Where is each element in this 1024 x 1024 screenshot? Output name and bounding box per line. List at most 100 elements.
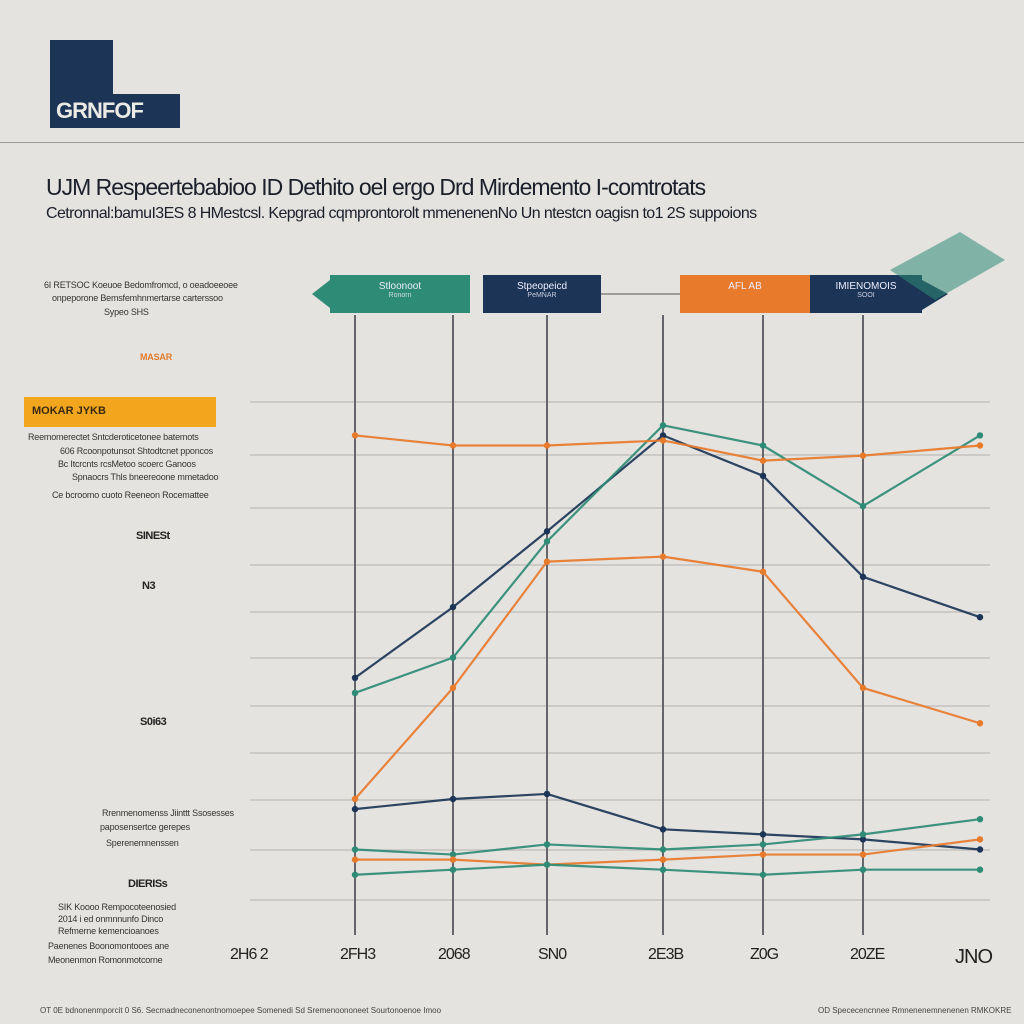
note-13: 2014 i ed onmnnunfo Dinco [58,914,164,924]
series-line-5 [354,818,981,856]
series-6-point-3 [659,856,667,863]
series-3-point-4 [759,568,767,575]
series-4-point-3 [659,826,667,833]
flag-3-line1: AFL AB [728,281,762,292]
series-3-point-1 [449,684,457,692]
flag-3: AFL AB [680,275,810,313]
chart-subtitle: Cetronnal:bamuI3ES 8 HMestcsl. Kepgrad c… [46,205,757,222]
footer-left: OT 0E bdnonenmporcit 0 S6. Secmadneconen… [40,1006,442,1015]
brand-logo: GRNFOF [50,40,180,128]
title-part-2: oel ergo Drd Mirdemento I-comtrotats [358,174,706,200]
series-6-point-4 [759,851,767,858]
flag-2: Stpeopeicd PeMNAR [483,275,601,313]
series-line-6 [355,838,981,866]
series-6-point-1 [449,856,457,863]
series-line-3 [354,555,981,800]
series-5-point-2 [543,841,551,848]
series-0-point-0 [351,674,359,681]
series-3-point-6 [976,720,984,727]
series-7-point-5 [859,866,867,873]
series-1-point-2 [543,538,551,545]
series-7-point-6 [976,866,984,873]
note-9: Rrenmenomenss Jiinttt Ssosesses [102,808,234,818]
series-7-point-0 [351,871,359,878]
series-6-point-0 [351,856,359,863]
series-3-point-3 [659,553,667,560]
note-3: Sypeo SHS [104,307,149,317]
note-2: onpeporone Bemsfemhnmertarse carterssoo [52,293,223,303]
series-0-point-2 [543,528,551,535]
series-5-point-1 [449,851,457,858]
note-6: Bc Itcrcnts rcsMetoo scoerc Ganoos [58,459,196,469]
series-4-point-5 [859,836,867,843]
y-label-2: N3 [142,580,156,592]
flag-2-line2: PeMNAR [527,292,557,299]
x-label-3: 2068 [438,946,471,963]
note-12: SIK Koooo Rempocoteenosied [58,902,176,912]
series-3-point-5 [859,684,867,692]
note-4: Reemomerectet Sntcderoticetonee batemots [28,432,199,442]
x-label-1: 2H6 2 [230,946,269,963]
series-2-point-5 [859,452,867,459]
series-1-point-1 [449,654,457,661]
series-3-point-0 [351,795,359,803]
series-7-point-4 [759,871,767,878]
series-0-point-3 [659,432,667,439]
highlight-box: MOKAR JYKB [24,397,216,427]
note-14: Refmerne kemencioanoes [58,926,159,936]
note-5: 606 Rcoonpotunsot Shtodtcnet pponcos [60,446,213,456]
orange-label: MASAR [140,352,172,362]
series-7-point-3 [659,866,667,873]
series-4-point-0 [351,805,359,813]
series-6-point-6 [976,836,984,843]
series-5-point-5 [859,831,867,838]
series-7-point-1 [449,866,457,873]
x-label-2: 2FH3 [340,946,376,963]
series-2-point-4 [759,457,767,464]
x-label-8: JNO [955,946,993,968]
x-label-4: SN0 [538,946,567,963]
series-3-point-2 [543,558,551,565]
series-4-point-6 [976,846,984,853]
x-label-5: 2E3B [648,946,684,963]
flag-1-arrow [312,280,330,308]
y-label-4: DIERISs [128,878,168,890]
title-part-1: UJM Respeertebabioo ID Dethito [46,174,354,200]
series-7-point-2 [543,861,551,868]
flag-1: Stloonoot Ronorn [330,275,470,313]
series-2-point-0 [351,432,359,439]
series-1-point-5 [859,502,867,510]
logo-text: GRNFOF [56,98,144,123]
highlight-text: MOKAR JYKB [32,405,106,417]
series-2-point-2 [543,442,551,449]
flag-1-line1: Stloonoot [378,281,422,292]
series-line-4 [354,792,981,851]
note-15: Paenenes Boonomontooes ane [48,941,169,951]
series-5-point-3 [659,846,667,853]
series-1-point-3 [659,422,667,429]
flag-4-line2: SOOI [857,292,875,299]
series-0-point-6 [976,614,984,621]
series-1-point-0 [351,689,359,697]
series-4-point-2 [543,790,551,798]
series-line-2 [354,434,981,462]
series-5-point-4 [759,841,767,848]
y-label-1: SINESt [136,530,170,542]
header-divider [0,142,1024,143]
series-6-point-5 [859,851,867,858]
series-5-point-0 [351,846,359,853]
series-2-point-1 [449,442,457,449]
note-11: Sperenemnenssen [106,838,179,848]
series-0-point-4 [759,472,767,479]
note-8: Ce bcroomo cuoto Reeneon Rocemattee [52,490,209,500]
series-line-1 [354,424,981,694]
note-1: 6I RETSOC Koeuoe Bedomfromcd, o oeadoeeo… [44,280,238,290]
logo-bar [50,94,180,128]
series-0-point-5 [859,573,867,580]
note-10: paposensertce gerepes [100,822,190,832]
flag-2-line1: Stpeopeicd [516,281,568,292]
flag-4: IMIENOMOIS SOOI [810,275,922,313]
corner-ribbon [890,232,1005,300]
series-1-point-4 [759,442,767,449]
